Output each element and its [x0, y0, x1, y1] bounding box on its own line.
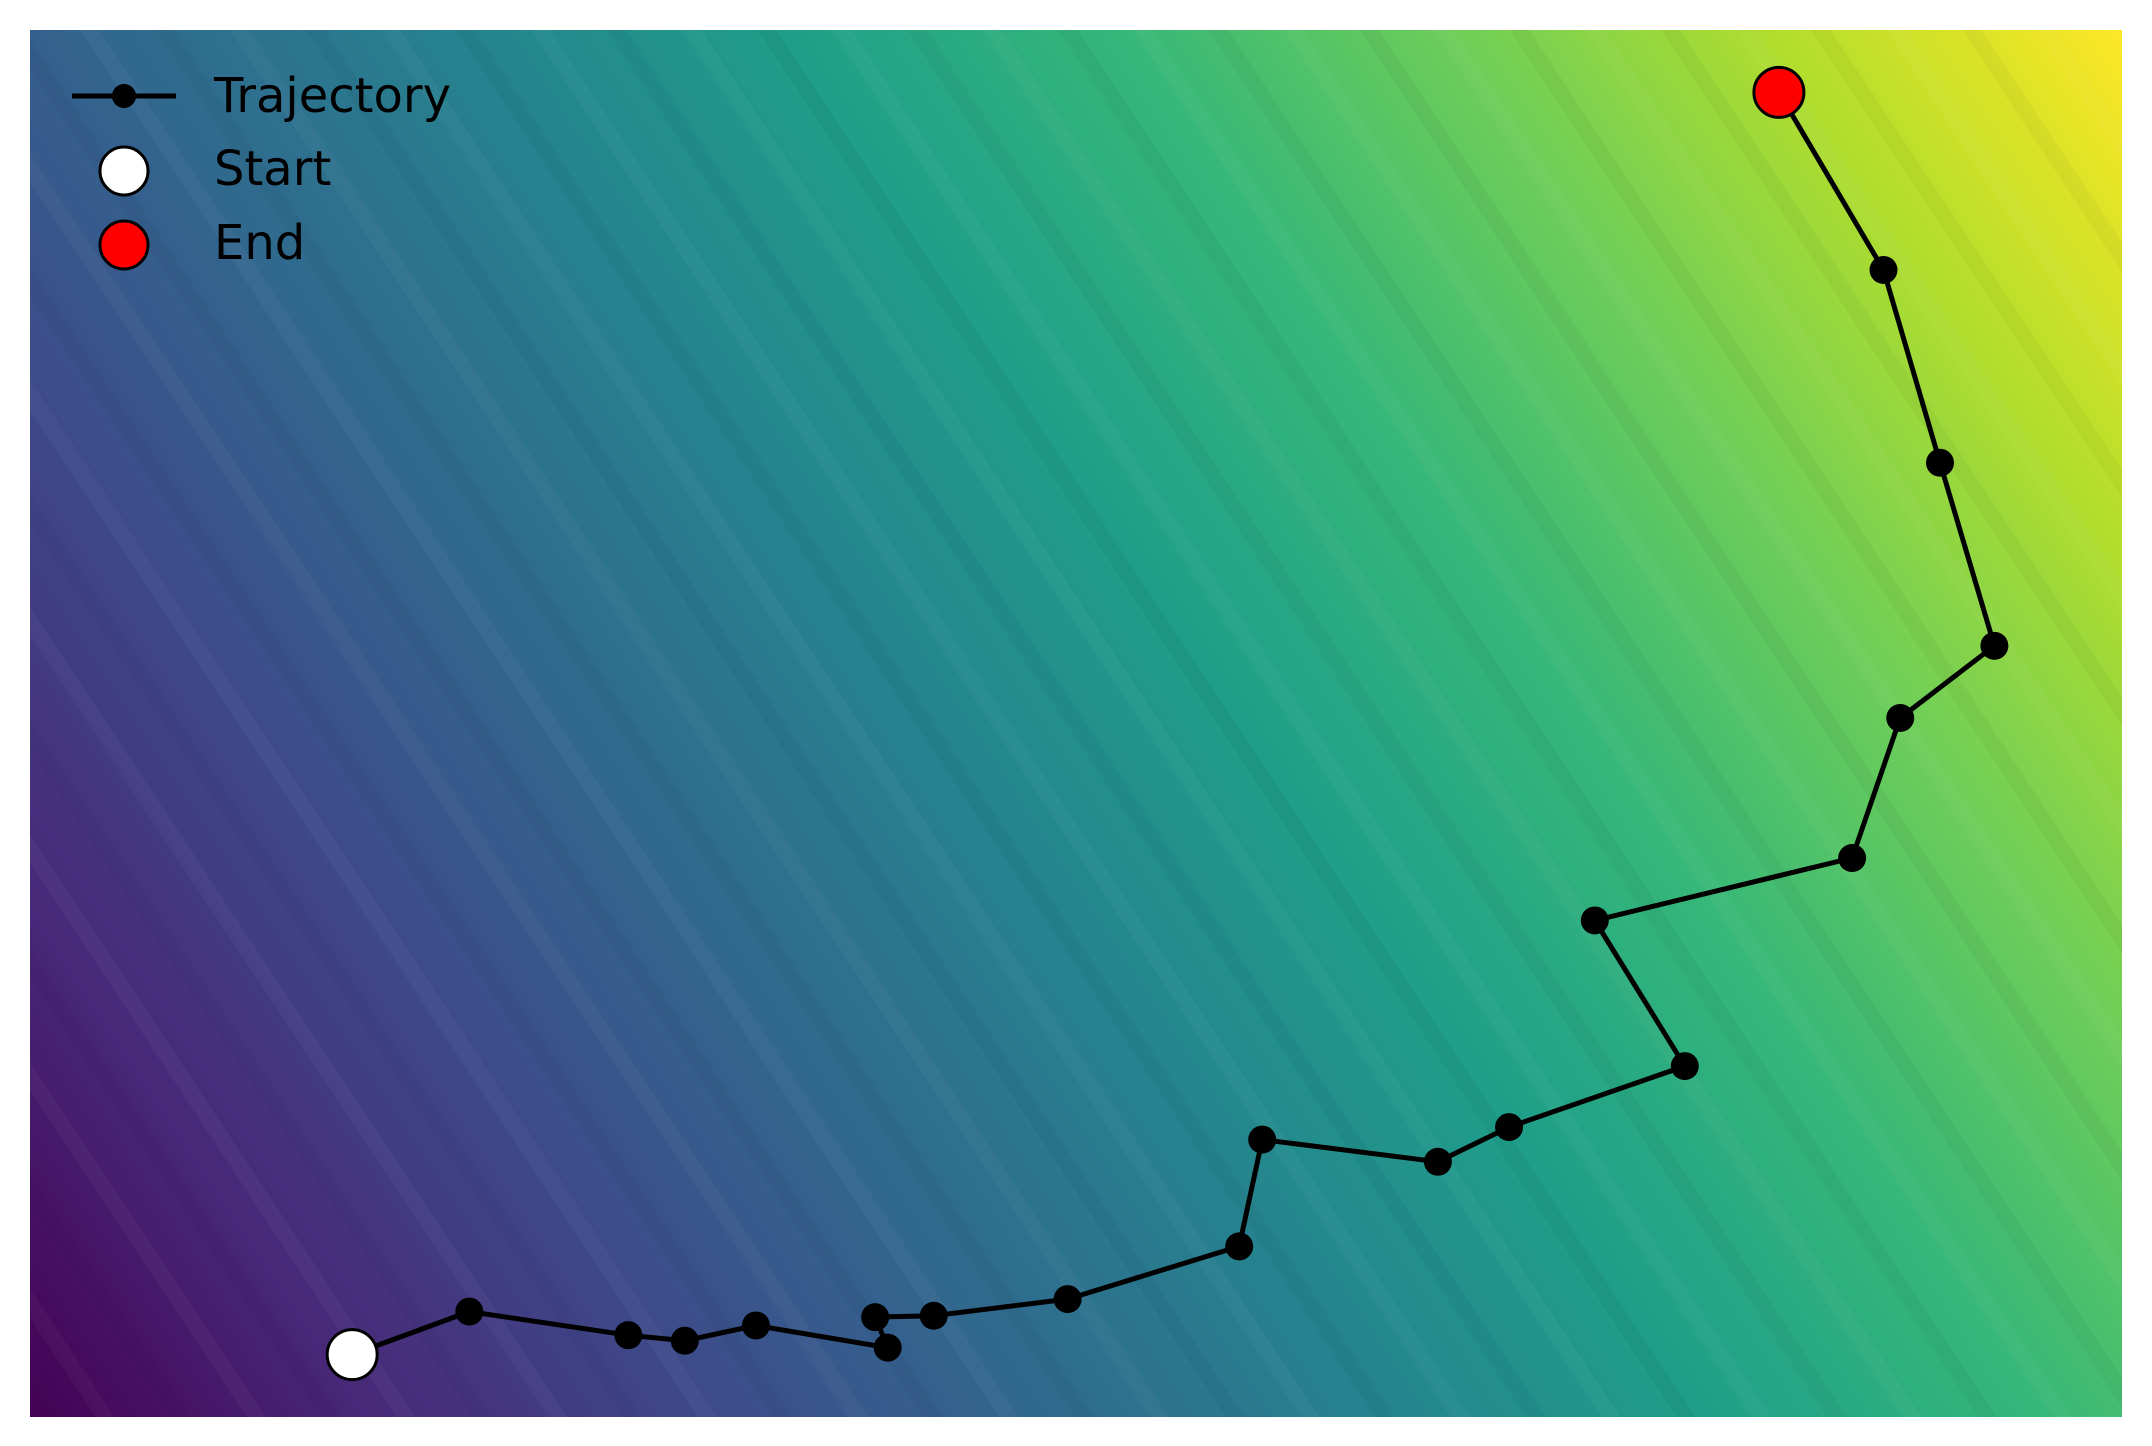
trajectory-point [1980, 631, 2009, 660]
legend-label-end: End [214, 215, 305, 271]
trajectory-point [1670, 1052, 1699, 1081]
legend-trajectory-dot-icon [112, 84, 136, 108]
legend-entry-end: End [98, 215, 305, 271]
trajectory-point [614, 1321, 643, 1350]
trajectory-point [1580, 906, 1609, 935]
legend-entry-start: Start [98, 141, 331, 197]
legend-label-trajectory: Trajectory [213, 68, 451, 124]
trajectory-point [861, 1303, 890, 1332]
trajectory-point [1248, 1125, 1277, 1154]
trajectory-point [1925, 448, 1954, 477]
legend: Trajectory Start End [72, 68, 451, 271]
trajectory-point [1495, 1113, 1524, 1142]
trajectory-point [873, 1333, 902, 1362]
trajectory-point [1869, 255, 1898, 284]
trajectory-point [1838, 844, 1867, 873]
end-marker [1752, 65, 1806, 119]
trajectory-point [1423, 1147, 1452, 1176]
trajectory-series [325, 65, 2009, 1382]
contour-background [30, 30, 2122, 1417]
start-marker [325, 1328, 379, 1382]
legend-label-start: Start [214, 141, 331, 197]
trajectory-point [1225, 1232, 1254, 1261]
trajectory-point [1886, 703, 1915, 732]
trajectory-point [455, 1297, 484, 1326]
trajectory-point [1053, 1285, 1082, 1314]
legend-end-marker-icon [98, 219, 150, 271]
legend-start-marker-icon [98, 145, 150, 197]
legend-entry-trajectory: Trajectory [72, 68, 451, 124]
trajectory-point [919, 1301, 948, 1330]
trajectory-point [741, 1311, 770, 1340]
trajectory-point [670, 1326, 699, 1355]
